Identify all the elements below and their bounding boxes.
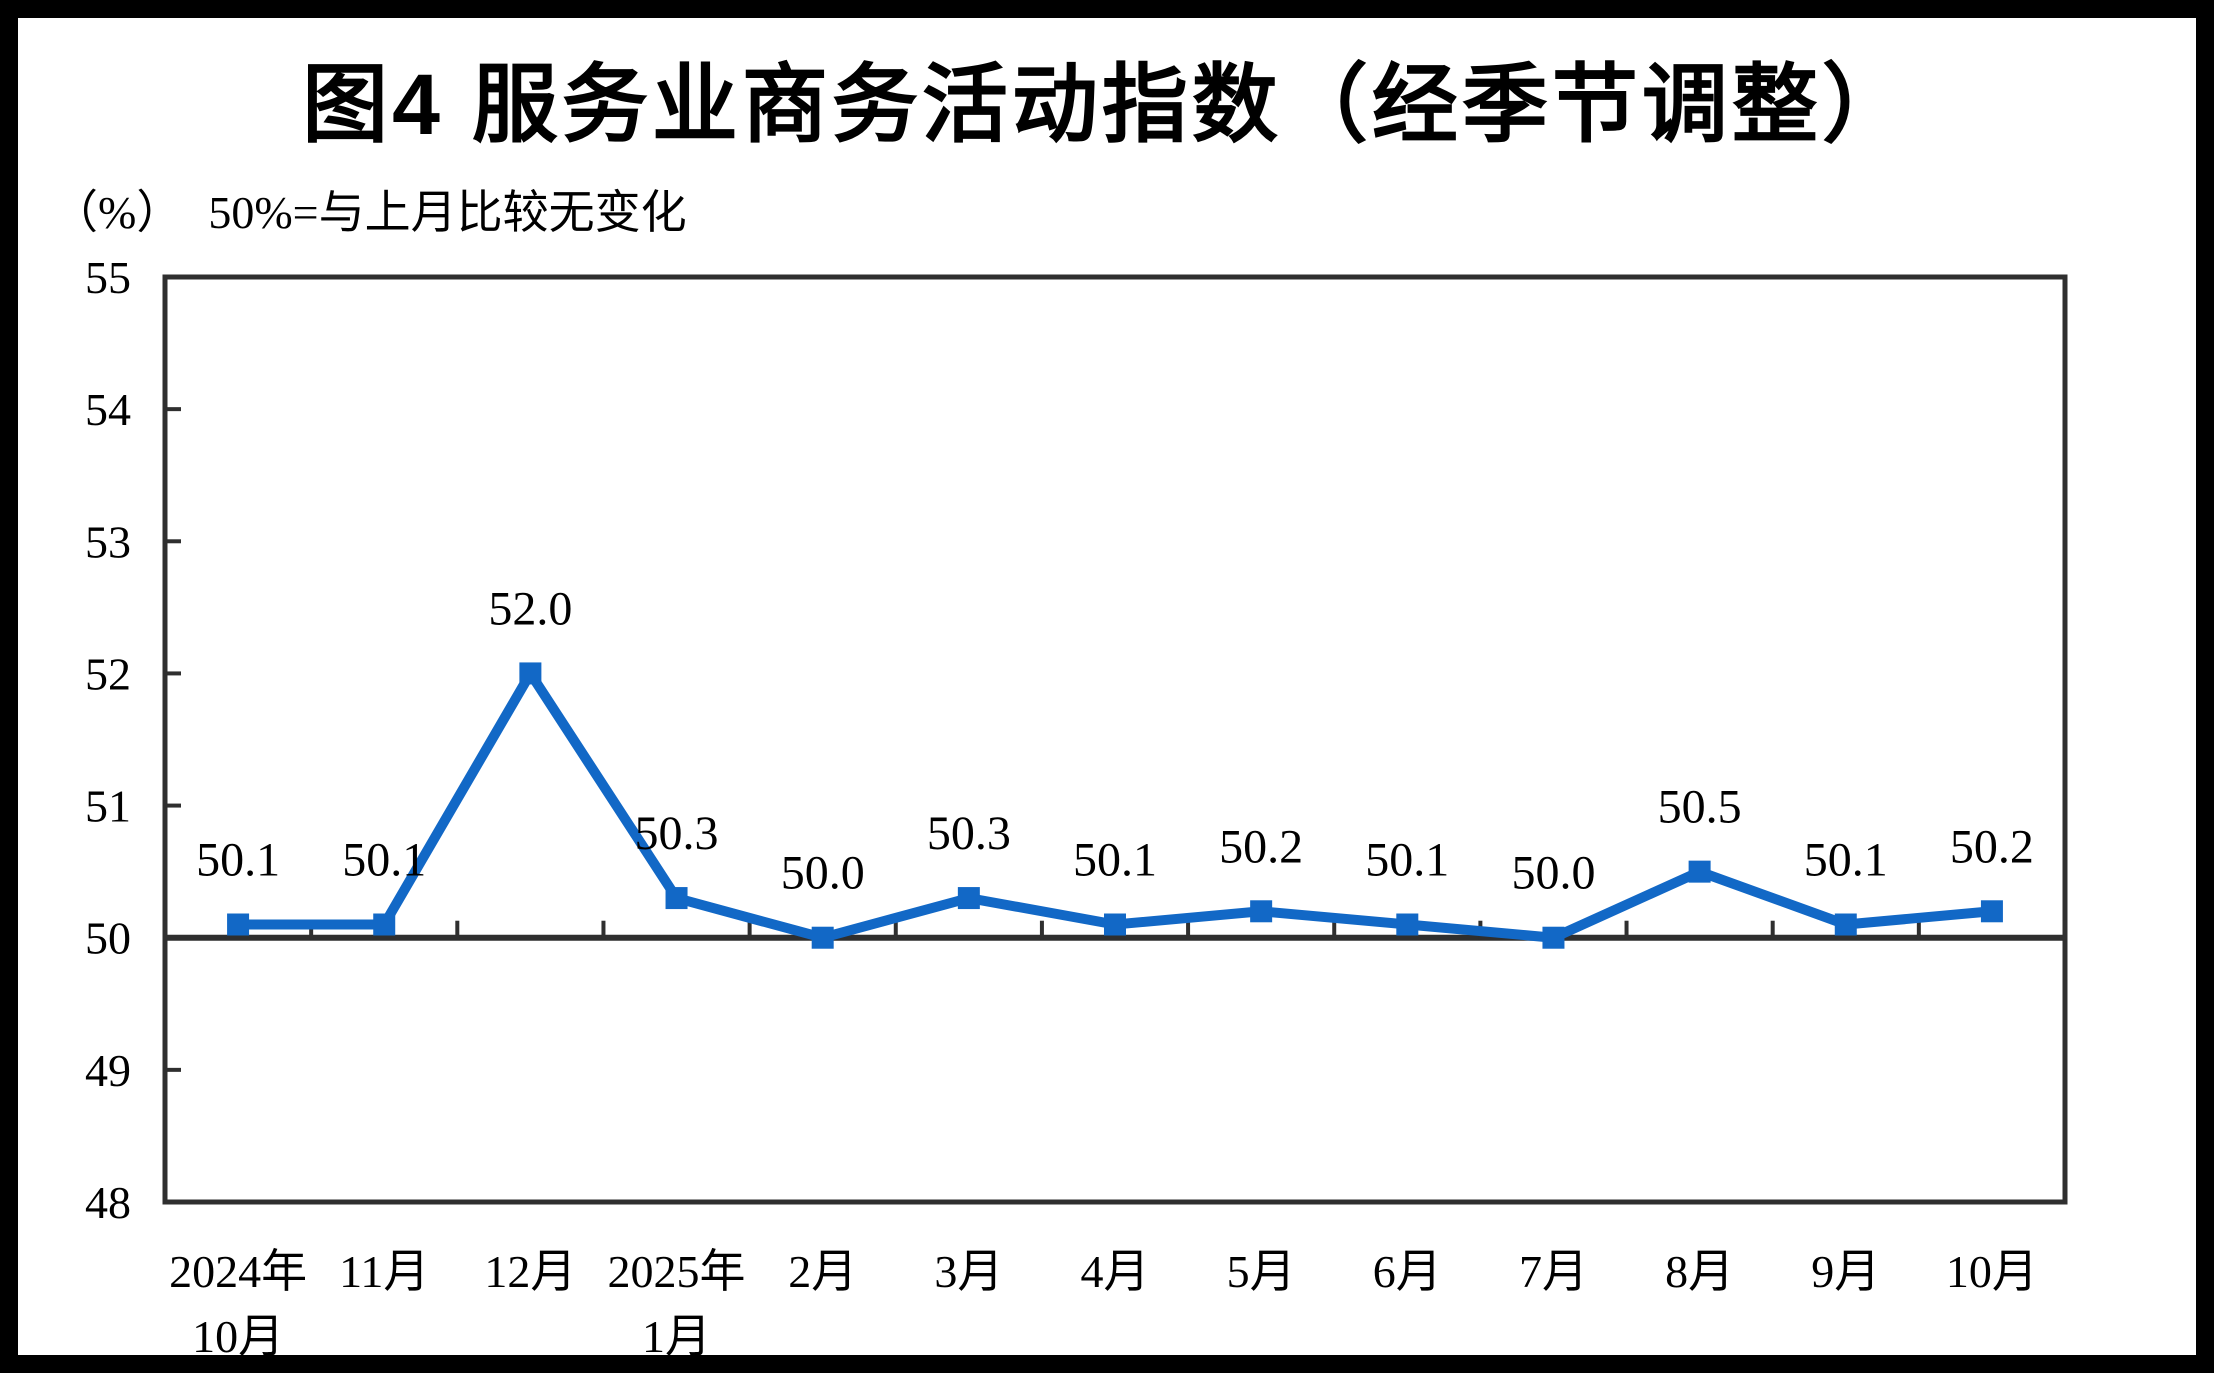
axis-note: 50%=与上月比较无变化	[208, 187, 687, 238]
y-axis-tick-label: 55	[85, 252, 131, 303]
y-axis-tick-label: 50	[85, 913, 131, 964]
x-axis-label: 3月	[934, 1246, 1003, 1297]
x-axis-label: 9月	[1811, 1246, 1880, 1297]
data-point-label: 50.0	[1511, 847, 1595, 900]
x-axis-label: 5月	[1227, 1246, 1296, 1297]
x-axis-label: 12月	[484, 1246, 576, 1297]
data-point-marker	[1688, 860, 1711, 883]
data-point-marker	[1396, 913, 1419, 936]
data-point-marker	[519, 662, 542, 685]
data-point-marker	[1250, 900, 1273, 923]
x-axis-label: 2025年	[608, 1246, 746, 1297]
data-point-label: 50.3	[927, 807, 1011, 860]
data-point-label: 50.2	[1219, 820, 1303, 873]
chart-title: 图4 服务业商务活动指数（经季节调整）	[302, 57, 1912, 153]
y-axis-tick-label: 51	[85, 781, 131, 832]
x-axis-label: 11月	[339, 1246, 429, 1297]
data-point-label: 50.1	[1073, 834, 1157, 887]
x-axis-label: 2月	[788, 1246, 857, 1297]
data-point-label: 50.1	[1365, 834, 1449, 887]
data-point-label: 50.2	[1950, 820, 2034, 873]
data-point-marker	[373, 913, 396, 936]
y-axis-unit-label: （%）	[52, 187, 183, 238]
x-axis-label: 2024年	[169, 1246, 307, 1297]
data-point-marker	[227, 913, 250, 936]
data-point-label: 52.0	[488, 582, 572, 635]
y-axis-tick-label: 53	[85, 516, 131, 567]
x-axis-label: 6月	[1373, 1246, 1442, 1297]
data-point-marker	[665, 887, 688, 910]
data-point-label: 50.1	[342, 834, 426, 887]
x-axis-label: 10月	[1946, 1246, 2038, 1297]
x-axis-label: 8月	[1665, 1246, 1734, 1297]
data-point-marker	[1834, 913, 1857, 936]
y-axis-tick-label: 52	[85, 648, 131, 699]
data-point-label: 50.3	[635, 807, 719, 860]
y-axis-tick-label: 54	[85, 384, 131, 435]
data-point-marker	[957, 887, 980, 910]
plot-border	[162, 274, 2068, 1205]
data-point-label: 50.5	[1658, 781, 1742, 834]
data-point-marker	[1980, 900, 2003, 923]
data-point-marker	[811, 926, 834, 949]
data-point-label: 50.1	[1804, 834, 1888, 887]
data-point-label: 50.1	[196, 834, 280, 887]
data-point-marker	[1104, 913, 1126, 936]
y-axis-tick-label: 49	[85, 1045, 131, 1096]
axis-subtitle-row: （%） 50%=与上月比较无变化	[52, 176, 687, 242]
data-point-marker	[1542, 926, 1565, 949]
y-axis-tick-label: 48	[85, 1177, 131, 1228]
x-axis-label-line2: 1月	[642, 1311, 711, 1362]
x-axis-label-line2: 10月	[192, 1311, 284, 1362]
data-point-label: 50.0	[781, 847, 865, 900]
x-axis-label: 7月	[1519, 1246, 1588, 1297]
x-axis-label: 4月	[1081, 1246, 1150, 1297]
